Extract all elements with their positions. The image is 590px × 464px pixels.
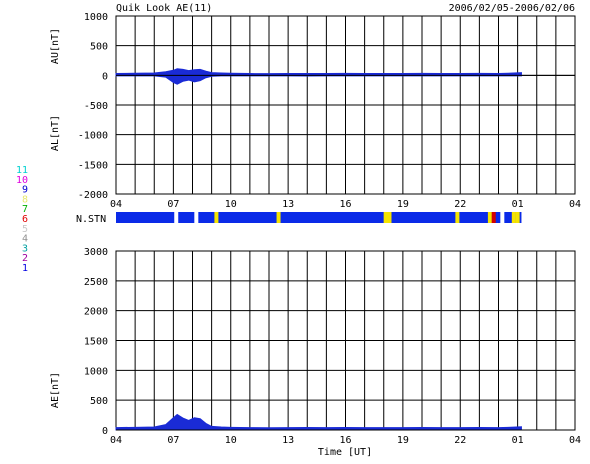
- x-tick-label: 19: [397, 199, 409, 210]
- y-tick-label: -2000: [78, 190, 108, 201]
- y-tick-label: -1000: [78, 131, 108, 142]
- x-tick-label: 04: [110, 435, 122, 446]
- y-tick-label: 500: [90, 396, 108, 407]
- series-al-area: [115, 74, 522, 85]
- station-bar-gap: [491, 212, 496, 223]
- x-tick-label: 04: [569, 199, 581, 210]
- x-tick-label: 19: [397, 435, 409, 446]
- x-tick-label: 16: [339, 435, 351, 446]
- x-tick-label: 07: [167, 435, 179, 446]
- ae-axis-label: AE[nT]: [50, 372, 61, 408]
- station-bar-gap: [500, 212, 505, 223]
- station-legend-number: 6: [22, 214, 28, 225]
- station-legend-number: 8: [22, 194, 28, 205]
- y-tick-label: 2500: [84, 277, 108, 288]
- al-axis-label: AL[nT]: [50, 115, 61, 151]
- station-legend-number: 2: [22, 253, 28, 264]
- x-tick-label: 01: [512, 199, 524, 210]
- x-tick-label: 04: [569, 435, 581, 446]
- series-au-area: [115, 68, 522, 76]
- time-axis-label: Time [UT]: [318, 447, 372, 458]
- station-bar-fill: [116, 212, 522, 223]
- x-tick-label: 01: [512, 435, 524, 446]
- y-tick-label: 1500: [84, 337, 108, 348]
- au-axis-label: AU[nT]: [50, 28, 61, 64]
- station-bar-gap: [511, 212, 516, 223]
- station-legend-number: 4: [22, 234, 28, 245]
- y-tick-label: 0: [102, 71, 108, 82]
- station-bar-gap: [174, 212, 179, 223]
- x-tick-label: 13: [282, 435, 294, 446]
- x-tick-label: 10: [225, 199, 237, 210]
- station-bar-gap: [487, 212, 492, 223]
- station-legend-number: 11: [16, 165, 28, 176]
- x-tick-label: 22: [454, 199, 466, 210]
- station-legend-number: 10: [16, 175, 28, 186]
- station-legend-number: 9: [22, 185, 28, 196]
- x-tick-label: 16: [339, 199, 351, 210]
- x-tick-label: 07: [167, 199, 179, 210]
- date-range: 2006/02/05-2006/02/06: [449, 3, 575, 14]
- y-tick-label: 3000: [84, 247, 108, 258]
- x-tick-label: 13: [282, 199, 294, 210]
- y-tick-label: 500: [90, 42, 108, 53]
- station-legend-number: 5: [22, 224, 28, 235]
- station-count-bar: [116, 212, 522, 223]
- series-ae-area: [115, 413, 522, 431]
- station-legend-number: 1: [22, 263, 28, 274]
- y-tick-label: 1000: [84, 12, 108, 23]
- station-row-label: N.STN: [76, 214, 106, 225]
- station-bar-gap: [383, 212, 388, 223]
- plot-frame: [115, 15, 576, 195]
- station-bar-gap: [276, 212, 281, 223]
- y-tick-label: 2000: [84, 307, 108, 318]
- station-legend-number: 3: [22, 243, 28, 254]
- y-tick-label: 0: [102, 426, 108, 437]
- y-tick-label: -1500: [78, 160, 108, 171]
- chart-title: Quik Look AE(11): [116, 3, 212, 14]
- y-tick-label: 1000: [84, 366, 108, 377]
- station-legend-number: 7: [22, 204, 28, 215]
- x-tick-label: 10: [225, 435, 237, 446]
- x-tick-label: 04: [110, 199, 122, 210]
- station-bar-gap: [214, 212, 219, 223]
- y-tick-label: -500: [84, 101, 108, 112]
- station-bar-gap: [455, 212, 460, 223]
- station-bar-gap: [194, 212, 199, 223]
- station-bar-gap: [387, 212, 392, 223]
- station-bar-gap: [515, 212, 520, 223]
- x-tick-label: 22: [454, 435, 466, 446]
